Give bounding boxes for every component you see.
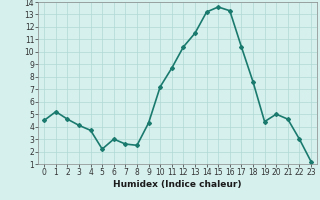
X-axis label: Humidex (Indice chaleur): Humidex (Indice chaleur): [113, 180, 242, 189]
